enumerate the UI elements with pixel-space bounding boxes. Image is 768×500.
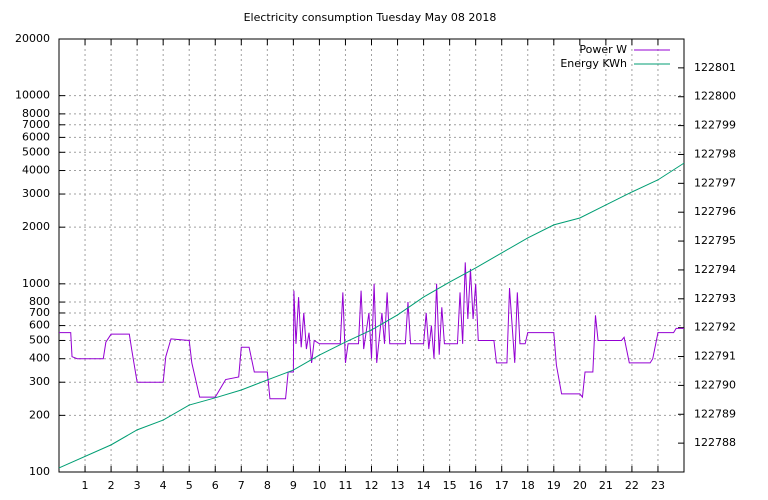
y2-tick-label: 122794 [694,263,736,276]
y-tick-label: 6000 [22,130,50,143]
x-tick-label: 14 [417,479,431,492]
y2-tick-label: 122801 [694,61,736,74]
y-tick-label: 300 [29,375,50,388]
x-tick-label: 10 [312,479,326,492]
x-tick-label: 5 [186,479,193,492]
y-tick-label: 3000 [22,187,50,200]
y2-tick-label: 122792 [694,321,736,334]
x-tick-label: 20 [573,479,587,492]
y-tick-label: 7000 [22,118,50,131]
y-tick-label: 4000 [22,164,50,177]
legend-label: Energy KWh [560,57,627,70]
y-tick-label: 800 [29,295,50,308]
y2-tick-label: 122788 [694,436,736,449]
x-tick-label: 12 [365,479,379,492]
y2-tick-label: 122793 [694,292,736,305]
y2-tick-label: 122790 [694,378,736,391]
y-tick-label: 8000 [22,107,50,120]
x-tick-label: 18 [521,479,535,492]
x-tick-label: 16 [469,479,483,492]
y-tick-label: 600 [29,319,50,332]
x-tick-label: 19 [547,479,561,492]
y2-tick-label: 122796 [694,205,736,218]
y2-tick-label: 122797 [694,176,736,189]
x-tick-label: 6 [212,479,219,492]
y2-tick-label: 122798 [694,147,736,160]
y-tick-label: 500 [29,333,50,346]
y2-tick-label: 122800 [694,90,736,103]
y2-tick-label: 122789 [694,407,736,420]
y-tick-label: 100 [29,465,50,478]
x-tick-label: 13 [391,479,405,492]
y-tick-label: 10000 [15,89,50,102]
series-line [59,262,684,400]
y-tick-label: 1000 [22,277,50,290]
x-tick-label: 3 [134,479,141,492]
x-tick-label: 17 [495,479,509,492]
y-tick-label: 5000 [22,145,50,158]
y2-tick-label: 122791 [694,350,736,363]
y2-tick-label: 122795 [694,234,736,247]
x-tick-label: 11 [338,479,352,492]
y-tick-label: 700 [29,306,50,319]
x-tick-label: 7 [238,479,245,492]
x-tick-label: 15 [443,479,457,492]
legend-label: Power W [579,43,627,56]
y-tick-label: 2000 [22,220,50,233]
x-tick-label: 23 [651,479,665,492]
y-tick-label: 200 [29,408,50,421]
plot-frame [58,38,685,473]
x-tick-label: 22 [625,479,639,492]
chart-title: Electricity consumption Tuesday May 08 2… [244,11,497,24]
x-tick-label: 4 [160,479,167,492]
y2-tick-label: 122799 [694,119,736,132]
x-tick-label: 9 [290,479,297,492]
y-tick-label: 400 [29,352,50,365]
y-tick-label: 20000 [15,32,50,45]
x-tick-label: 21 [599,479,613,492]
series-line [58,162,685,469]
x-tick-label: 2 [108,479,115,492]
x-tick-label: 1 [82,479,89,492]
x-tick-label: 8 [264,479,271,492]
